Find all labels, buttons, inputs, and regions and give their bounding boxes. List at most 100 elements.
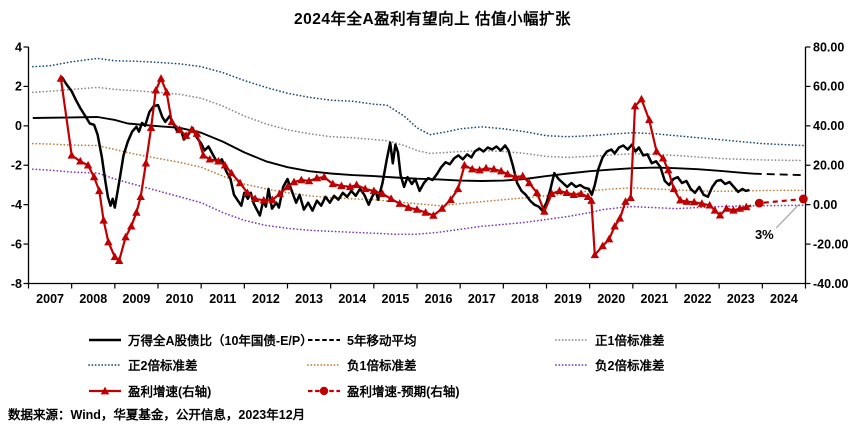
legend-item-plus2sd: 正2倍标准差: [88, 355, 197, 374]
legend-item-ma5y: 5年移动平均: [307, 330, 416, 349]
triangle-marker: [645, 115, 654, 124]
source-note: 数据来源：Wind，华夏基金，公开信息，2023年12月: [8, 408, 306, 422]
triangle-marker: [547, 189, 556, 198]
x-axis-label: 2012: [252, 292, 280, 306]
triangle-marker: [404, 203, 413, 211]
triangle-marker: [652, 147, 661, 155]
triangle-marker: [626, 193, 635, 201]
triangle-marker: [127, 221, 136, 230]
x-axis-label: 2023: [727, 292, 755, 306]
annotation-callout-line: [775, 203, 800, 229]
triangle-marker: [104, 237, 113, 246]
x-axis-label: 2009: [123, 292, 151, 306]
triangle-marker: [658, 153, 668, 162]
y-left-label: 0: [15, 119, 22, 133]
triangle-marker: [121, 232, 130, 241]
x-axis-label: 2021: [641, 292, 669, 306]
legend-swatch-minus2sd: [555, 363, 589, 366]
x-axis-label: 2013: [295, 292, 323, 306]
triangle-marker: [689, 197, 699, 206]
triangle-marker: [496, 166, 506, 175]
triangle-marker: [199, 150, 208, 159]
x-axis-label: 2007: [36, 292, 64, 306]
chart-title: 2024年全A盈利有望向上 估值小幅扩张: [294, 11, 571, 28]
triangle-marker: [378, 189, 387, 198]
legend-label-earnings_growth_forecast: 盈利增速-预期(右轴): [347, 385, 460, 399]
triangle-marker: [481, 163, 491, 172]
legend-item-minus1sd: 负1倍标准差: [307, 355, 416, 374]
x-axis-label: 2014: [338, 292, 366, 306]
triangle-marker: [167, 117, 177, 126]
triangle-marker: [283, 182, 292, 191]
legend-triangle-marker-icon: [100, 386, 110, 394]
triangle-marker: [214, 156, 223, 165]
triangle-marker: [151, 85, 161, 94]
triangle-marker: [328, 179, 338, 188]
triangle-marker: [590, 250, 600, 259]
triangle-marker: [187, 125, 196, 133]
triangle-marker: [429, 211, 438, 219]
legend-swatch-earnings_growth: [89, 386, 121, 394]
triangle-marker: [511, 172, 520, 181]
triangle-marker: [532, 188, 542, 197]
triangle-marker: [555, 186, 564, 195]
triangle-marker: [518, 171, 527, 180]
triangle-marker: [412, 205, 422, 213]
triangle-marker: [446, 195, 455, 203]
chart-plot-area: 2007 2008 2009 2010 2011 2012 2013 2014 2015 2016…: [11, 40, 849, 306]
triangle-marker: [110, 252, 120, 261]
legend-item-minus2sd: 负2倍标准差: [555, 355, 664, 374]
triangle-marker: [156, 74, 166, 82]
triangle-marker: [312, 173, 322, 182]
triangle-marker: [132, 208, 141, 216]
legend-swatch-plus2sd: [88, 363, 122, 366]
legend-label-stock_bond_ratio: 万得全A股债比（10年国债-E/P）: [128, 334, 313, 348]
y-left-label: -8: [11, 277, 22, 291]
x-axis-label: 2022: [684, 292, 712, 306]
series-plus2sd: [31, 57, 805, 147]
triangle-marker: [503, 169, 512, 178]
triangle-marker: [569, 190, 578, 199]
triangle-marker: [562, 188, 571, 197]
triangle-marker: [268, 195, 277, 204]
triangle-marker: [676, 195, 685, 204]
y-left-label: -6: [11, 237, 22, 251]
annotation-text: 3%: [755, 227, 774, 242]
triangle-marker: [637, 94, 646, 103]
triangle-marker: [181, 131, 191, 139]
triangle-marker: [76, 156, 85, 165]
y-left-label: 2: [15, 80, 22, 94]
triangle-marker: [67, 150, 76, 159]
legend-swatch-minus1sd: [307, 363, 341, 366]
y-right-label: 60.00: [813, 80, 844, 94]
triangle-marker: [89, 172, 99, 181]
triangle-marker: [220, 160, 230, 169]
triangle-marker: [705, 200, 714, 209]
triangle-marker: [146, 123, 156, 132]
triangle-marker: [540, 207, 549, 215]
triangle-marker: [304, 176, 314, 185]
triangle-marker: [453, 184, 463, 193]
y-right-label: 80.00: [813, 40, 844, 54]
x-axis-label: 2016: [425, 292, 453, 306]
legend-swatch-stock_bond_ratio: [89, 338, 121, 341]
triangle-marker: [345, 182, 355, 191]
legend-swatch-plus1sd: [555, 338, 589, 341]
triangle-marker: [162, 87, 171, 96]
legend-label-minus2sd: 负2倍标准差: [595, 359, 665, 373]
legend-item-earnings_growth: 盈利增速(右轴): [88, 381, 211, 400]
triangle-marker: [475, 165, 484, 174]
x-axis-label: 2024: [770, 292, 798, 306]
triangle-marker: [259, 195, 268, 204]
y-right-label: -20.00: [813, 237, 848, 251]
series-minus1sd: [31, 142, 805, 207]
triangle-marker: [136, 192, 145, 200]
triangle-marker: [175, 125, 184, 133]
triangle-marker: [621, 197, 630, 205]
triangle-marker: [722, 204, 731, 212]
triangle-marker: [297, 175, 306, 184]
x-axis-label: 2011: [209, 292, 236, 306]
triangle-marker: [369, 186, 379, 195]
circle-marker: [798, 194, 808, 204]
triangle-marker: [227, 168, 236, 177]
